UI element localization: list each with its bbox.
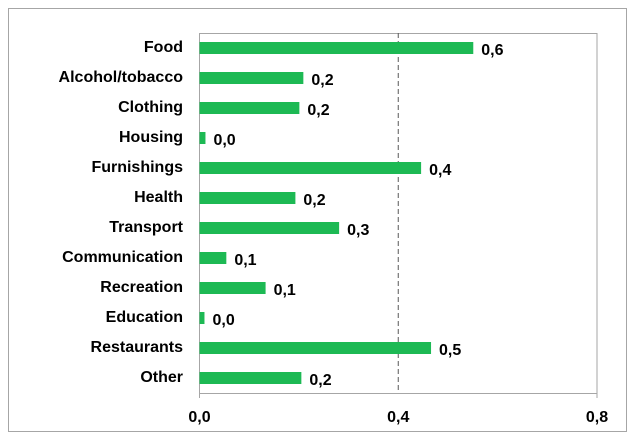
bar <box>199 312 205 324</box>
bar <box>199 282 266 294</box>
y-tick-label: Restaurants <box>91 339 184 356</box>
y-tick-label: Communication <box>62 249 183 266</box>
value-label: 0,0 <box>213 132 235 149</box>
y-tick-label: Clothing <box>118 99 183 116</box>
bar <box>199 372 302 384</box>
y-tick-label: Other <box>140 369 183 386</box>
value-label: 0,2 <box>311 72 333 89</box>
bar <box>199 252 227 264</box>
chart-frame <box>8 8 627 432</box>
x-tick-label: 0,8 <box>586 409 608 426</box>
y-tick-label: Housing <box>119 129 183 146</box>
y-tick-label: Health <box>134 189 183 206</box>
value-label: 0,1 <box>274 282 296 299</box>
bar <box>199 132 206 144</box>
value-label: 0,4 <box>429 162 451 179</box>
y-tick-label: Food <box>144 39 183 56</box>
y-tick-label: Alcohol/tobacco <box>59 69 184 86</box>
x-tick-label: 0,0 <box>188 409 210 426</box>
value-label: 0,2 <box>303 192 325 209</box>
value-label: 0,1 <box>234 252 256 269</box>
bar <box>199 342 432 354</box>
bar <box>199 72 304 84</box>
y-tick-label: Recreation <box>100 279 183 296</box>
value-label: 0,2 <box>307 102 329 119</box>
value-label: 0,0 <box>212 312 234 329</box>
bar <box>199 222 340 234</box>
bar <box>199 102 300 114</box>
y-tick-label: Furnishings <box>91 159 183 176</box>
x-tick-label: 0,4 <box>387 409 409 426</box>
y-tick-label: Education <box>106 309 183 326</box>
value-label: 0,2 <box>309 372 331 389</box>
value-label: 0,5 <box>439 342 461 359</box>
bar <box>199 162 422 174</box>
y-tick-label: Transport <box>109 219 183 236</box>
bar <box>199 192 296 204</box>
value-label: 0,3 <box>347 222 369 239</box>
bar <box>199 42 474 54</box>
value-label: 0,6 <box>481 42 503 59</box>
